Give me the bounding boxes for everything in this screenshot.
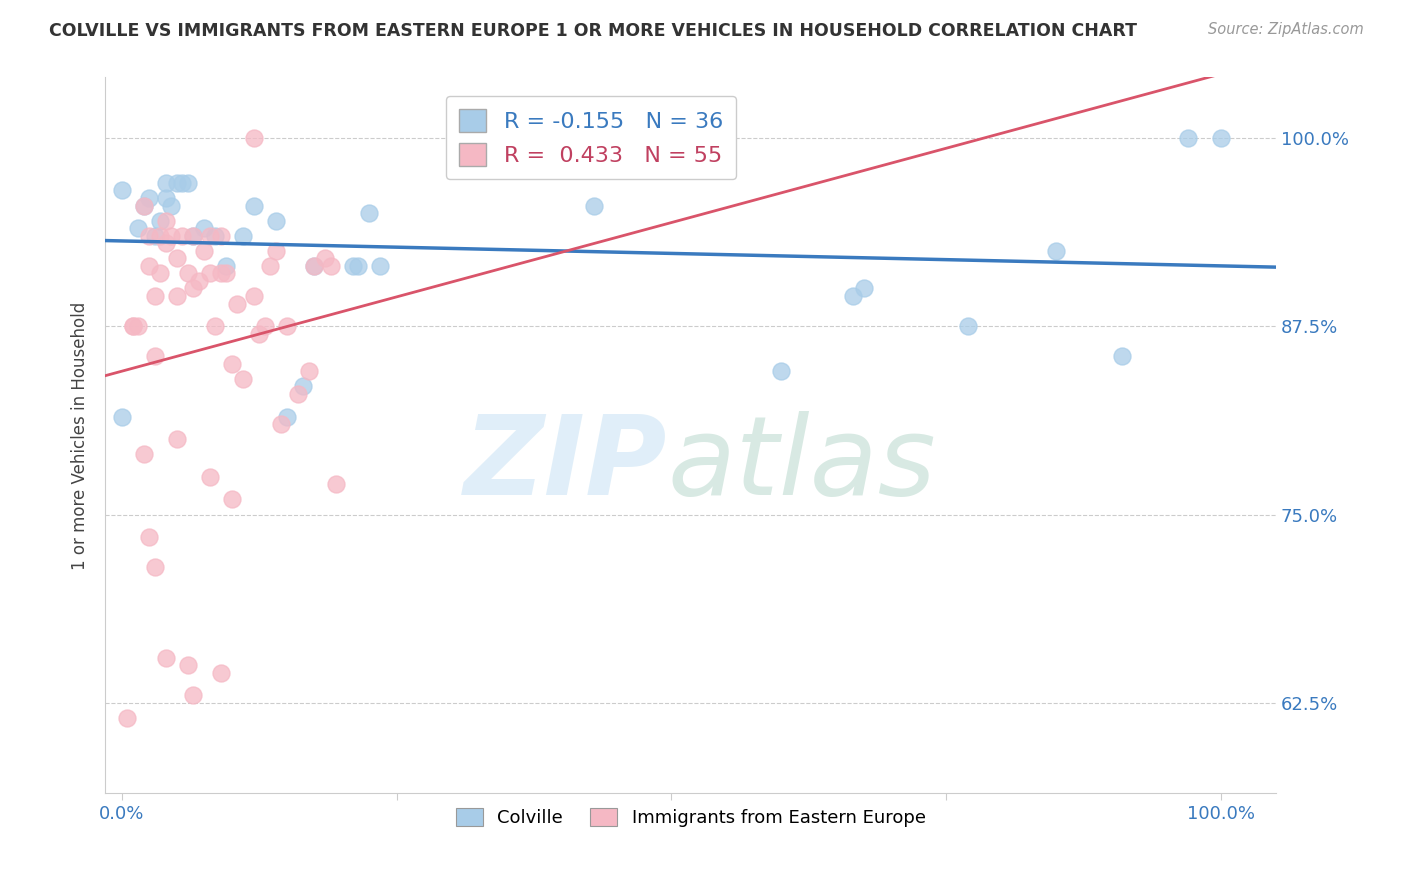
- Point: [115, 711, 138, 725]
- Point: [176, 176, 198, 190]
- Point: [204, 319, 226, 334]
- Point: [166, 252, 188, 266]
- Point: [193, 221, 215, 235]
- Point: [138, 259, 160, 273]
- Point: [226, 296, 249, 310]
- Point: [852, 281, 875, 295]
- Point: [155, 213, 177, 227]
- Point: [132, 198, 155, 212]
- Point: [155, 236, 177, 251]
- Point: [242, 130, 264, 145]
- Point: [1177, 130, 1199, 145]
- Point: [232, 228, 254, 243]
- Point: [221, 357, 243, 371]
- Point: [242, 198, 264, 212]
- Text: atlas: atlas: [668, 410, 936, 517]
- Point: [242, 289, 264, 303]
- Point: [132, 447, 155, 461]
- Point: [172, 176, 194, 190]
- Text: COLVILLE VS IMMIGRANTS FROM EASTERN EUROPE 1 OR MORE VEHICLES IN HOUSEHOLD CORRE: COLVILLE VS IMMIGRANTS FROM EASTERN EURO…: [49, 22, 1137, 40]
- Point: [121, 319, 143, 334]
- Point: [247, 326, 270, 341]
- Point: [143, 349, 166, 363]
- Point: [368, 259, 391, 273]
- Point: [172, 228, 194, 243]
- Point: [160, 228, 183, 243]
- Point: [1111, 349, 1133, 363]
- Point: [204, 228, 226, 243]
- Point: [181, 228, 204, 243]
- Point: [155, 176, 177, 190]
- Point: [302, 259, 325, 273]
- Point: [111, 184, 134, 198]
- Point: [143, 289, 166, 303]
- Point: [198, 228, 221, 243]
- Point: [276, 319, 298, 334]
- Point: [160, 198, 183, 212]
- Point: [111, 409, 134, 424]
- Point: [1045, 244, 1067, 258]
- Point: [841, 289, 863, 303]
- Point: [297, 364, 319, 378]
- Point: [209, 266, 232, 280]
- Point: [198, 266, 221, 280]
- Y-axis label: 1 or more Vehicles in Household: 1 or more Vehicles in Household: [72, 301, 89, 569]
- Point: [270, 417, 292, 431]
- Point: [259, 259, 281, 273]
- Point: [583, 198, 606, 212]
- Point: [155, 191, 177, 205]
- Point: [770, 364, 793, 378]
- Point: [132, 198, 155, 212]
- Text: ZIP: ZIP: [464, 410, 668, 517]
- Point: [143, 228, 166, 243]
- Point: [357, 206, 380, 220]
- Point: [127, 319, 149, 334]
- Point: [193, 244, 215, 258]
- Point: [149, 266, 172, 280]
- Point: [319, 259, 342, 273]
- Point: [166, 176, 188, 190]
- Point: [181, 228, 204, 243]
- Point: [314, 252, 336, 266]
- Point: [138, 530, 160, 544]
- Point: [166, 289, 188, 303]
- Point: [232, 372, 254, 386]
- Point: [209, 228, 232, 243]
- Point: [347, 259, 370, 273]
- Point: [149, 228, 172, 243]
- Point: [155, 650, 177, 665]
- Point: [176, 658, 198, 673]
- Point: [121, 319, 143, 334]
- Point: [1209, 130, 1232, 145]
- Point: [138, 191, 160, 205]
- Point: [209, 665, 232, 680]
- Point: [181, 281, 204, 295]
- Point: [957, 319, 980, 334]
- Point: [198, 470, 221, 484]
- Point: [287, 387, 309, 401]
- Text: Source: ZipAtlas.com: Source: ZipAtlas.com: [1208, 22, 1364, 37]
- Point: [253, 319, 276, 334]
- Point: [138, 228, 160, 243]
- Point: [264, 213, 287, 227]
- Point: [276, 409, 298, 424]
- Point: [215, 259, 238, 273]
- Point: [292, 379, 315, 393]
- Point: [221, 492, 243, 507]
- Point: [127, 221, 149, 235]
- Point: [264, 244, 287, 258]
- Point: [187, 274, 209, 288]
- Point: [143, 560, 166, 574]
- Point: [325, 477, 347, 491]
- Point: [342, 259, 364, 273]
- Point: [181, 689, 204, 703]
- Point: [166, 432, 188, 446]
- Point: [149, 213, 172, 227]
- Point: [302, 259, 325, 273]
- Point: [176, 266, 198, 280]
- Legend: Colville, Immigrants from Eastern Europe: Colville, Immigrants from Eastern Europe: [449, 801, 932, 834]
- Point: [215, 266, 238, 280]
